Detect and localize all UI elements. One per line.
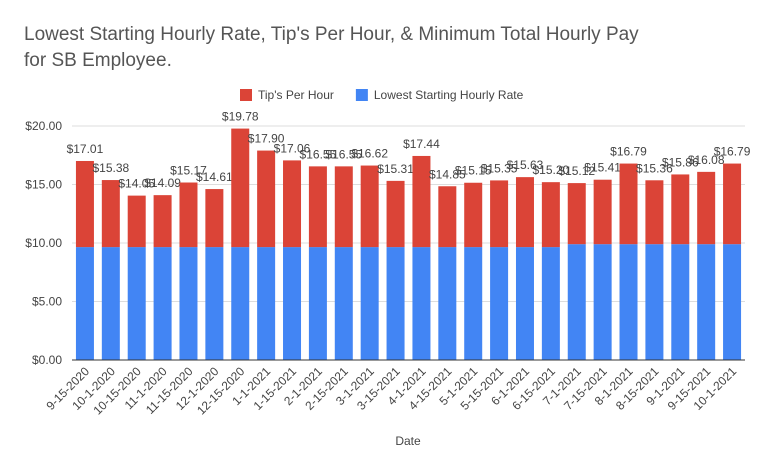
chart-title: Lowest Starting Hourly Rate, Tip's Per H… bbox=[24, 24, 639, 45]
total-label: $14.09 bbox=[144, 176, 181, 190]
bar-segment bbox=[101, 247, 120, 360]
total-label: $16.55 bbox=[325, 147, 362, 161]
bar-segment bbox=[671, 244, 690, 360]
bar-segment bbox=[541, 182, 560, 248]
total-label: $17.06 bbox=[274, 141, 311, 155]
bar-segment bbox=[231, 128, 250, 248]
bar-segment bbox=[567, 244, 586, 360]
bar-segment bbox=[153, 247, 172, 360]
total-label: $15.41 bbox=[584, 161, 621, 175]
total-label: $17.01 bbox=[67, 142, 104, 156]
bar-segment bbox=[257, 247, 276, 360]
total-label: $15.17 bbox=[170, 164, 207, 178]
bar-segment bbox=[179, 182, 198, 248]
bar-segment bbox=[438, 186, 457, 248]
total-label: $15.38 bbox=[92, 161, 129, 175]
bar-segment bbox=[308, 247, 327, 360]
total-label: $15.35 bbox=[481, 161, 518, 175]
y-tick-label: $15.00 bbox=[25, 178, 62, 192]
total-label: $15.36 bbox=[636, 161, 673, 175]
total-label: $14.85 bbox=[429, 167, 466, 181]
bar-segment bbox=[723, 244, 742, 360]
bar-segment bbox=[283, 247, 302, 360]
bar-segment bbox=[490, 180, 509, 248]
bar-segment bbox=[127, 195, 146, 248]
y-tick-label: $10.00 bbox=[25, 236, 62, 250]
y-tick-label: $0.00 bbox=[32, 353, 62, 367]
total-label: $16.79 bbox=[610, 145, 647, 159]
bar-segment bbox=[515, 247, 534, 360]
total-label: $14.61 bbox=[196, 170, 233, 184]
total-label: $15.12 bbox=[558, 164, 595, 178]
legend-swatch bbox=[240, 89, 252, 101]
bar-segment bbox=[593, 244, 612, 360]
total-label: $19.78 bbox=[222, 110, 259, 124]
bar-segment bbox=[308, 166, 327, 248]
y-tick-label: $20.00 bbox=[25, 119, 62, 133]
total-label: $15.86 bbox=[662, 155, 699, 169]
total-label: $16.79 bbox=[714, 145, 751, 159]
bar-segment bbox=[75, 160, 94, 248]
bar-segment bbox=[697, 244, 716, 360]
bar-segment bbox=[283, 160, 302, 248]
bar-segment bbox=[231, 247, 250, 360]
total-label: $15.15 bbox=[455, 164, 492, 178]
bar-segment bbox=[515, 177, 534, 248]
total-label: $16.62 bbox=[351, 147, 388, 161]
bar-segment bbox=[619, 244, 638, 360]
bar-segment bbox=[101, 180, 120, 248]
bar-segment bbox=[334, 166, 353, 248]
legend-label: Lowest Starting Hourly Rate bbox=[374, 88, 524, 102]
bar-segment bbox=[386, 180, 405, 248]
bar-segment bbox=[723, 163, 742, 245]
legend-swatch bbox=[355, 89, 368, 101]
total-label: $15.63 bbox=[507, 158, 544, 172]
bar-segment bbox=[75, 247, 94, 360]
bar-segment bbox=[645, 244, 664, 360]
bar-segment bbox=[334, 247, 353, 360]
chart-title-line2: for SB Employee. bbox=[24, 50, 172, 71]
bar-segment bbox=[464, 182, 483, 248]
total-label: $17.90 bbox=[248, 132, 285, 146]
bar-segment bbox=[490, 247, 509, 360]
bar-segment bbox=[464, 247, 483, 360]
bar-segment bbox=[438, 247, 457, 360]
total-label: $16.55 bbox=[300, 147, 337, 161]
bar-segment bbox=[360, 165, 379, 248]
bar-segment bbox=[619, 163, 638, 245]
bar-segment bbox=[412, 155, 431, 248]
bar-segment bbox=[386, 247, 405, 360]
bar-segment bbox=[205, 189, 224, 248]
bar-segment bbox=[205, 247, 224, 360]
x-axis-title: Date bbox=[395, 434, 421, 448]
bar-segment bbox=[697, 171, 716, 245]
total-label: $15.20 bbox=[533, 163, 570, 177]
bar-segment bbox=[153, 195, 172, 248]
bar-segment bbox=[671, 174, 690, 245]
bar-segment bbox=[257, 150, 276, 248]
bar-segment bbox=[179, 247, 198, 360]
total-label: $15.31 bbox=[377, 162, 414, 176]
total-label: $17.44 bbox=[403, 137, 440, 151]
bar-segment bbox=[593, 179, 612, 245]
bar-segment bbox=[541, 247, 560, 360]
bar-segment bbox=[360, 247, 379, 360]
total-label: $16.08 bbox=[688, 153, 725, 167]
legend-label: Tip's Per Hour bbox=[258, 88, 334, 102]
y-tick-label: $5.00 bbox=[32, 295, 62, 309]
bar-segment bbox=[567, 183, 586, 245]
total-label: $14.05 bbox=[118, 177, 155, 191]
bar-segment bbox=[412, 247, 431, 360]
bar-segment bbox=[645, 180, 664, 245]
bar-segment bbox=[127, 247, 146, 360]
